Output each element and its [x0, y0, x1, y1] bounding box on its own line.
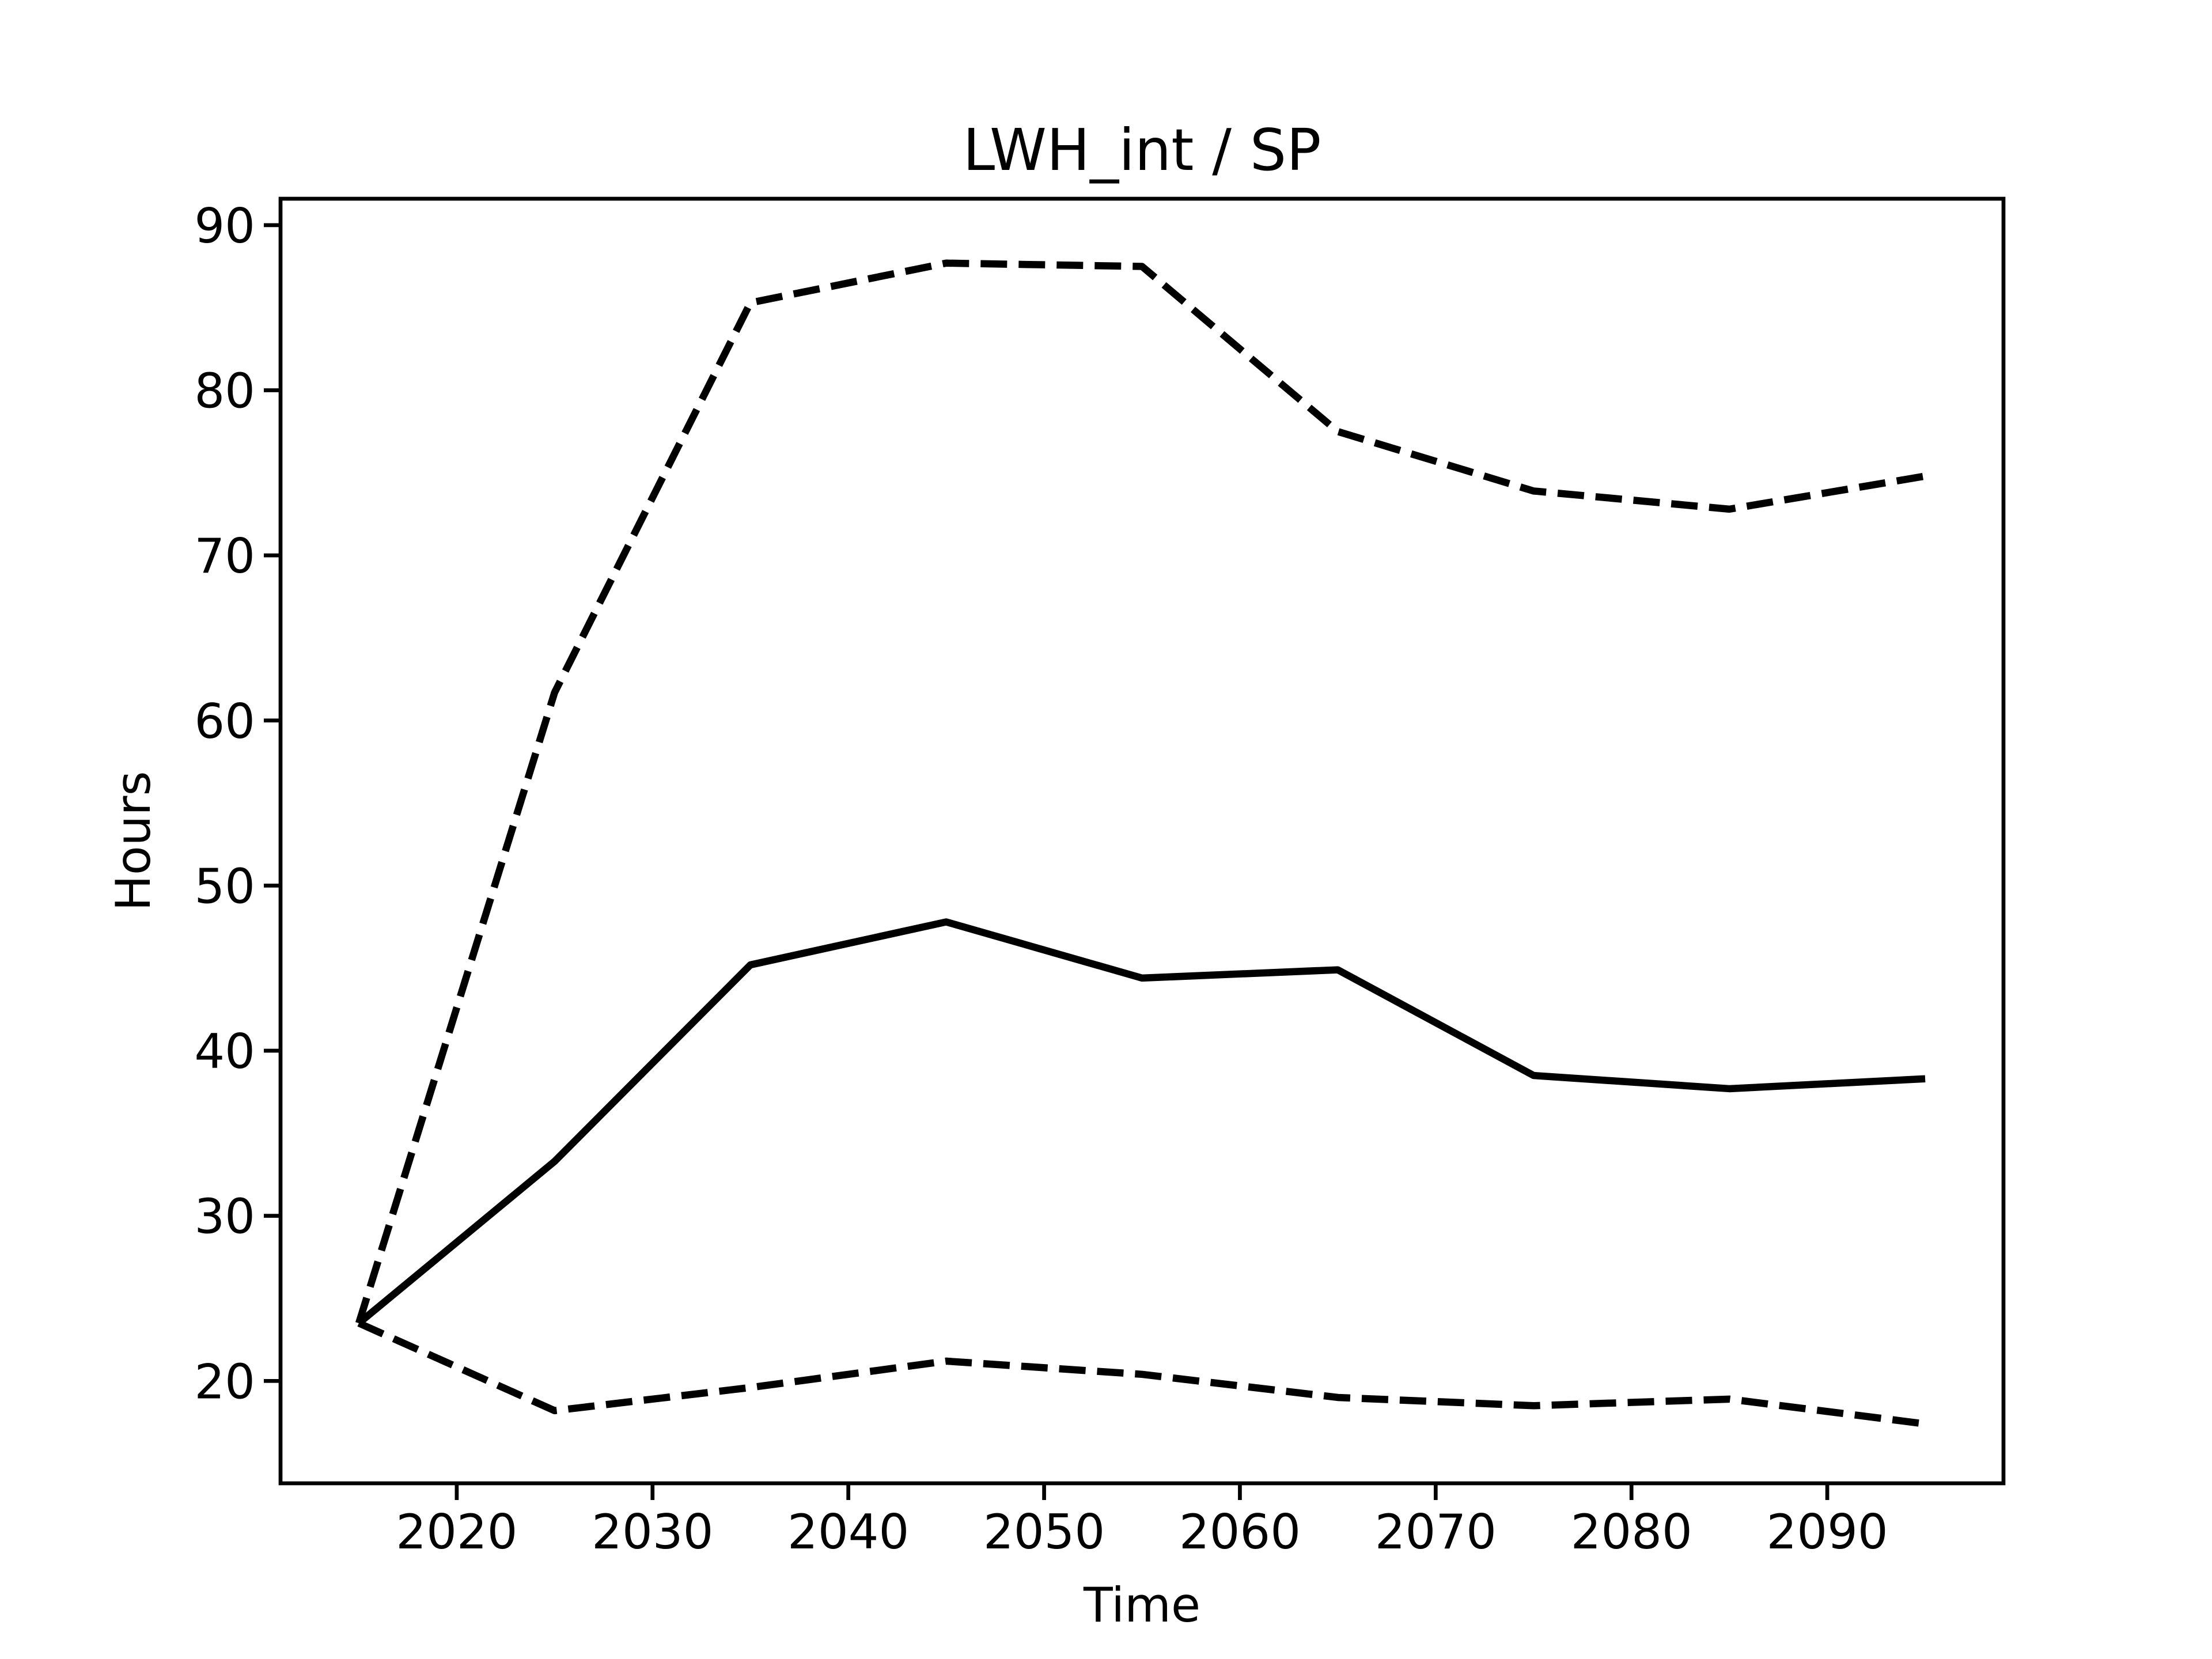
series-line-upper-bound [355, 259, 1926, 1324]
x-tick-label: 2080 [1571, 1504, 1692, 1560]
y-tick-label: 80 [194, 363, 255, 419]
chart-title: LWH_int / SP [963, 116, 1321, 184]
series-line-mean [356, 918, 1926, 1326]
x-tick-label: 2050 [983, 1504, 1105, 1560]
y-tick-label: 50 [194, 858, 255, 914]
y-tick-label: 90 [194, 198, 255, 254]
x-axis-label: Time [1083, 1577, 1200, 1633]
y-axis-label: Hours [105, 771, 161, 911]
plot-border [278, 196, 2006, 1486]
x-tick-label: 2090 [1766, 1504, 1888, 1560]
y-tick-label: 20 [194, 1354, 255, 1410]
y-axis-ticks: 20 30 40 50 60 70 80 90 [194, 198, 281, 1410]
y-tick-label: 40 [194, 1024, 255, 1080]
x-tick-label: 2060 [1179, 1504, 1301, 1560]
y-tick-label: 60 [194, 694, 255, 749]
x-axis-ticks: 2020 2030 2040 2050 2060 2070 2080 2090 [396, 1483, 1888, 1560]
series-line-lower-bound [357, 1320, 1926, 1428]
y-tick-label: 70 [194, 528, 255, 584]
x-tick-label: 2020 [396, 1504, 517, 1560]
x-tick-label: 2040 [787, 1504, 909, 1560]
x-tick-label: 2070 [1375, 1504, 1497, 1560]
x-tick-label: 2030 [592, 1504, 713, 1560]
series-layer [355, 259, 1926, 1428]
y-tick-label: 30 [194, 1189, 255, 1245]
